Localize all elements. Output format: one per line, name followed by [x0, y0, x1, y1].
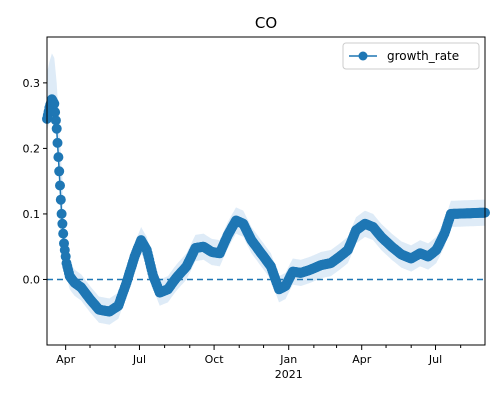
data-point	[58, 228, 69, 239]
plot-frame	[46, 36, 486, 346]
x-tick-label: Jul	[132, 353, 146, 366]
confidence-band	[47, 53, 485, 325]
data-point	[50, 115, 61, 126]
data-point	[54, 166, 65, 177]
x-tick-label: Jul	[428, 353, 442, 366]
data-point	[52, 137, 63, 148]
axes-layer: 0.0 0.1 0.2 0.3 Apr Jul Oct Jan Apr Jul 2021	[23, 36, 486, 381]
data-point	[51, 123, 62, 134]
legend: growth_rate	[342, 42, 480, 70]
legend-label: growth_rate	[387, 49, 459, 63]
data-point	[57, 218, 68, 229]
data-point	[55, 194, 66, 205]
x-tick-label: Apr	[352, 353, 372, 366]
data-point	[56, 208, 67, 219]
legend-box	[342, 42, 480, 70]
y-tick-label: 0.3	[23, 77, 41, 90]
confidence-band-layer	[47, 53, 485, 325]
data-point	[55, 180, 65, 191]
series-marker-layer	[42, 94, 490, 317]
x-tick-label: Apr	[56, 353, 76, 366]
data-point	[50, 107, 61, 118]
y-tick-label: 0.1	[23, 208, 41, 221]
chart-title: CO	[255, 14, 277, 32]
y-tick-label: 0.0	[23, 273, 41, 286]
x-tick-label: Oct	[205, 353, 225, 366]
data-point	[53, 152, 64, 163]
y-tick-label: 0.2	[23, 142, 41, 155]
data-point	[49, 98, 60, 109]
legend-marker	[358, 51, 368, 61]
x-year-label: 2021	[275, 368, 303, 381]
x-tick-label: Jan	[279, 353, 297, 366]
